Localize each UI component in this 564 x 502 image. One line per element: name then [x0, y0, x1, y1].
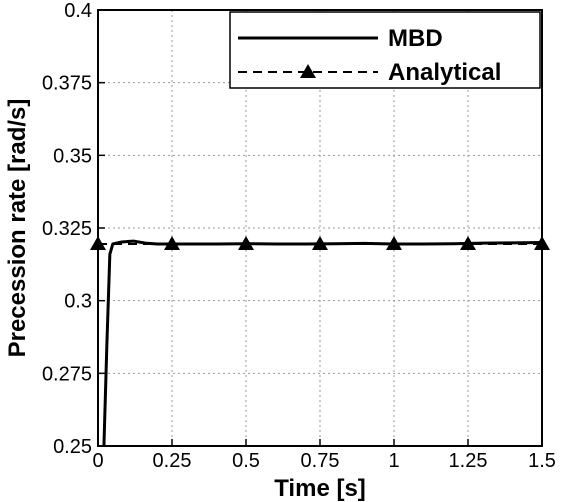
- analytical-marker: [312, 235, 328, 250]
- legend-box: [229, 11, 541, 89]
- legend-mbd-label: MBD: [388, 25, 443, 52]
- y-tick-label: 0.275: [42, 363, 92, 385]
- analytical-marker: [238, 235, 254, 250]
- x-axis-title: Time [s]: [274, 475, 366, 502]
- x-tick-label: 1: [388, 450, 399, 472]
- legend-analytical-label: Analytical: [388, 59, 501, 86]
- x-tick-label: 1.25: [449, 450, 488, 472]
- axis-ticks: 0 0.25 0.5 0.75 1 1.25 1.50.250.2750.30.3250.3…: [42, 0, 556, 472]
- y-tick-label: 0.3: [64, 291, 92, 313]
- y-tick-label: 0.4: [64, 0, 92, 22]
- y-tick-label: 0.325: [42, 218, 92, 240]
- legend-analytical-marker: [300, 64, 316, 78]
- x-tick-label: 0.75: [301, 450, 340, 472]
- x-tick-label: 0.25: [153, 450, 192, 472]
- y-tick-label: 0.25: [53, 436, 92, 458]
- y-tick-label: 0.375: [42, 73, 92, 95]
- analytical-marker: [164, 235, 180, 250]
- y-tick-label: 0.35: [53, 145, 92, 167]
- analytical-marker: [386, 235, 402, 250]
- x-tick-label: 1.5: [528, 450, 556, 472]
- legend: MBD Analytical: [229, 11, 541, 89]
- analytical-marker: [460, 235, 476, 250]
- x-tick-label: 0.5: [232, 450, 260, 472]
- mbd-line: [102, 239, 543, 447]
- y-axis-title: Precession rate [rad/s]: [4, 99, 31, 358]
- x-tick-label: 0: [92, 450, 103, 472]
